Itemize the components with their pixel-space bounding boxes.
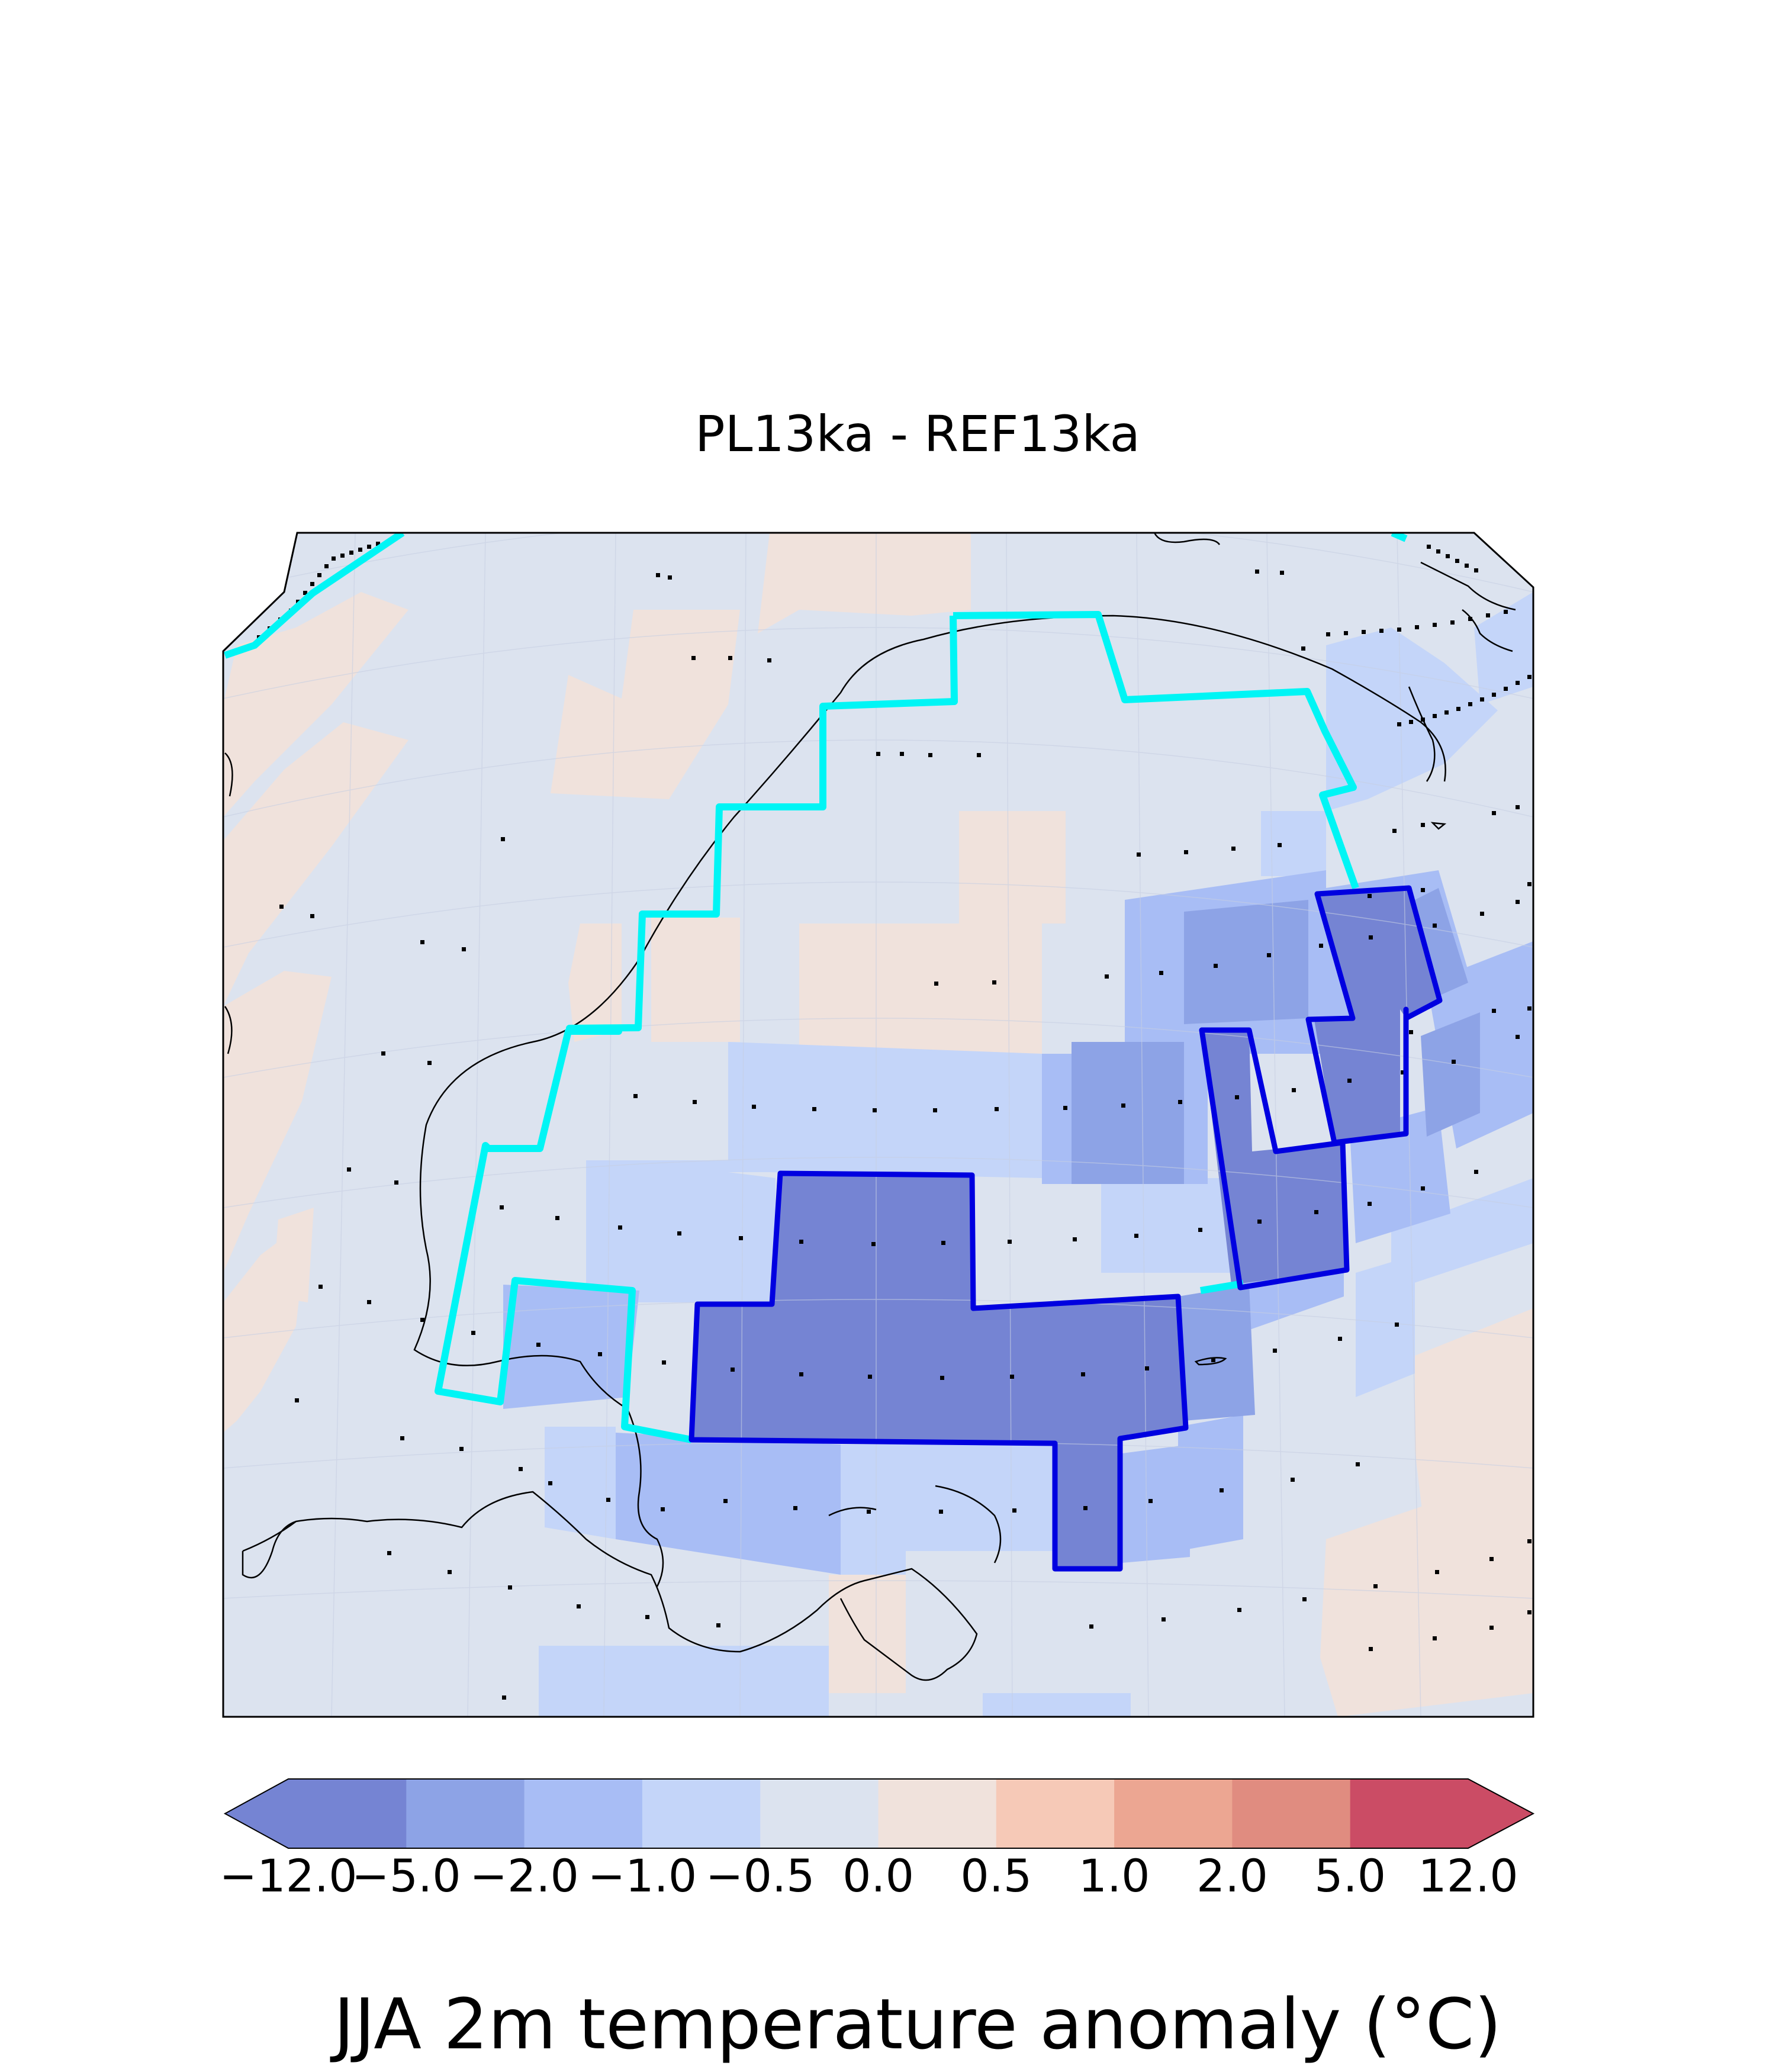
colorbar-outline	[223, 1778, 1535, 1849]
colorbar-cell	[996, 1779, 1115, 1848]
colorbar-tick-label: −5.0	[352, 1849, 461, 1902]
blue-ice-contour	[688, 885, 1443, 1572]
colorbar-extend-high	[1468, 1779, 1533, 1848]
figure-title: PL13ka - REF13ka	[695, 405, 1140, 463]
colorbar-tick-label: 1.0	[1079, 1849, 1150, 1902]
colorbar-cell	[288, 1779, 407, 1848]
colorbar-tick-labels: −12.0−5.0 −2.0 −1.0 −0.5 0.0 0.5 1.0 2.0 5.0 12.0	[220, 1849, 1518, 1902]
warm-anomaly-cells	[223, 533, 1533, 1717]
colorbar-cell	[760, 1779, 879, 1848]
grid-lines	[223, 533, 1533, 1717]
colorbar-cell	[878, 1779, 997, 1848]
strongest-cool-cells	[691, 888, 1440, 1569]
light-cool-cells	[539, 592, 1533, 1717]
cyan-ice-contour	[224, 533, 1408, 1443]
colorbar-tick-label: −12.0	[220, 1849, 358, 1902]
colorbar-tick-label: −2.0	[469, 1849, 579, 1902]
colorbar-cell	[1350, 1779, 1469, 1848]
map-frame	[222, 532, 1534, 1718]
colorbar-cell	[1114, 1779, 1233, 1848]
colorbar-tick-label: 0.5	[960, 1849, 1032, 1902]
colorbar-cell	[642, 1779, 761, 1848]
colorbar-tick-label: 5.0	[1314, 1849, 1386, 1902]
stipple-dots	[257, 542, 1532, 1700]
colorbar-extend-low	[225, 1779, 288, 1848]
colorbar-tick-label: 0.0	[842, 1849, 914, 1902]
colorbar-tick-label: 2.0	[1196, 1849, 1268, 1902]
colorbar-tick-label: 12.0	[1418, 1849, 1518, 1902]
colorbar-cell	[524, 1779, 643, 1848]
colorbar-tick-label: −0.5	[706, 1849, 815, 1902]
colorbar-cells	[223, 1778, 1535, 1849]
colorbar-cell	[406, 1779, 525, 1848]
map-panel	[223, 533, 1533, 1717]
colorbar-tick-label: −1.0	[588, 1849, 697, 1902]
colorbar: −12.0−5.0 −2.0 −1.0 −0.5 0.0 0.5 1.0 2.0 5.0 12.0	[220, 1778, 1535, 1902]
colorbar-label: JJA 2m temperature anomaly (°C)	[330, 1983, 1502, 2065]
colorbar-cell	[1232, 1779, 1351, 1848]
